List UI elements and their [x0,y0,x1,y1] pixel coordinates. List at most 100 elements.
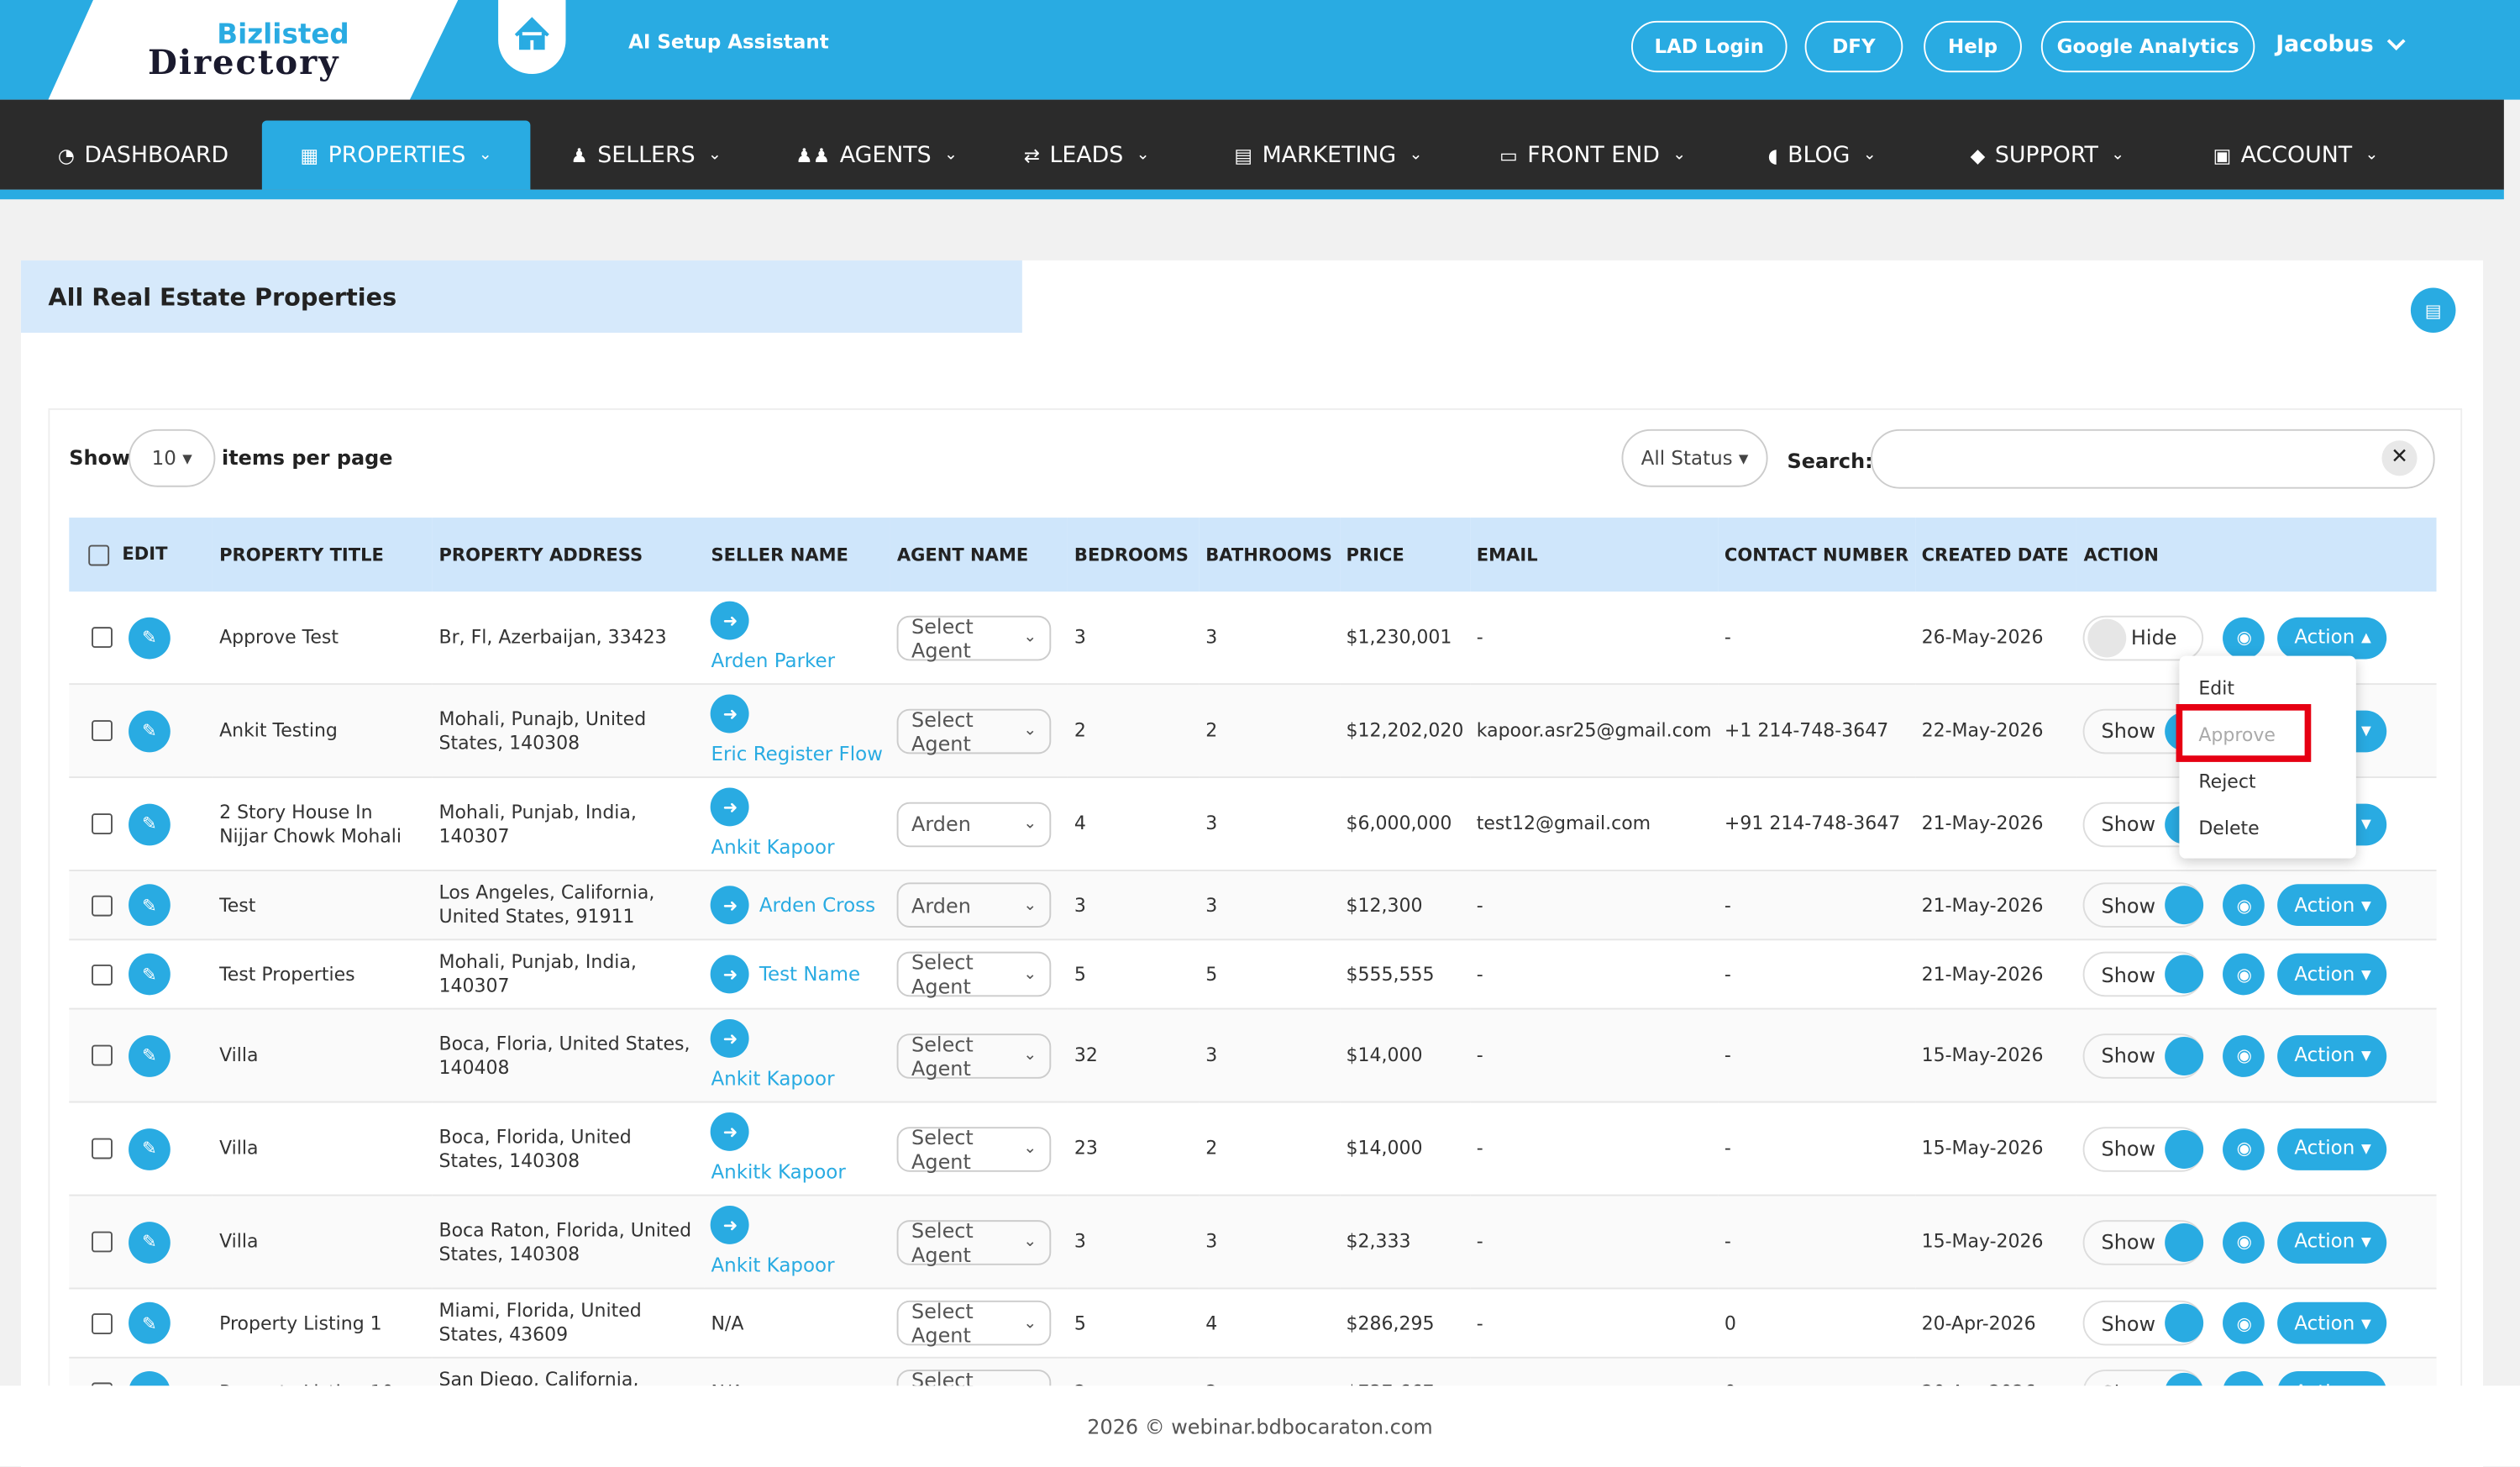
view-button[interactable]: ◉ [2223,1301,2265,1344]
seller-name[interactable]: Arden Cross [759,892,876,916]
property-title: Approve Test [213,592,433,686]
action-button[interactable]: Action ▼ [2278,1221,2388,1263]
agent-select[interactable]: Select Agent ⌄ [896,1124,1052,1173]
agent-select[interactable]: Select Agent ⌄ [896,950,1052,998]
search-input[interactable] [1871,429,2435,489]
edit-button[interactable]: ✎ [129,884,171,927]
seller-name[interactable]: Eric Register Flow [711,742,883,765]
visibility-toggle[interactable]: Show [2083,882,2204,928]
search-clear[interactable]: ✕ [2381,440,2418,476]
ai-assistant[interactable]: AI Setup Assistant [628,30,829,54]
per-page-select[interactable]: 10 ▾ [129,429,216,487]
view-button[interactable]: ◉ [2223,1221,2265,1263]
agent-select[interactable]: Arden ⌄ [896,882,1052,928]
nav-item[interactable]: ▤ MARKETING ⌄ [1234,120,1422,189]
view-button[interactable]: ◉ [2223,884,2265,927]
seller-name[interactable]: Arden Parker [711,649,836,672]
row-checkbox[interactable] [92,1231,113,1253]
edit-button[interactable]: ✎ [129,616,171,659]
row-checkbox[interactable] [92,813,113,834]
seller-login-icon[interactable]: ➜ [711,1019,750,1058]
nav-item[interactable]: ▦ PROPERTIES ⌄ [261,120,531,190]
seller-login-icon[interactable]: ➜ [711,787,750,827]
edit-button[interactable]: ✎ [129,1034,171,1076]
row-checkbox[interactable] [92,627,113,649]
seller-name[interactable]: Ankit Kapoor [711,835,835,859]
nav-item[interactable]: ◆ SUPPORT ⌄ [1971,120,2125,189]
price: $2,333 [1339,1195,1471,1290]
nav-item[interactable]: ▭ FRONT END ⌄ [1499,120,1686,189]
row-checkbox[interactable] [92,894,113,916]
select-all-checkbox[interactable] [88,544,110,565]
agent-select[interactable]: Select Agent ⌄ [896,707,1052,755]
row-checkbox[interactable] [92,1312,113,1334]
visibility-toggle[interactable]: Hide [2083,614,2204,660]
action-label: Action [2294,1043,2355,1066]
visibility-toggle[interactable]: Show [2083,1300,2204,1346]
agent-select[interactable]: Arden ⌄ [896,801,1052,847]
visibility-toggle[interactable]: Show [2083,1219,2204,1265]
agent-select[interactable]: Select Agent ⌄ [896,1217,1052,1266]
seller-login-icon[interactable]: ➜ [711,694,750,734]
dropdown-item[interactable]: Approve [2198,723,2276,746]
header-button[interactable]: Google Analytics [2040,20,2255,73]
dropdown-item[interactable]: Delete [2198,816,2260,839]
seller-login-icon[interactable]: ➜ [711,1205,750,1244]
agent-select[interactable]: Select Agent ⌄ [896,613,1052,661]
view-button[interactable]: ◉ [2223,953,2265,996]
seller-name[interactable]: Ankit Kapoor [711,1254,835,1277]
header-button[interactable]: Help [1924,20,2022,73]
bathrooms: 2 [1199,684,1340,779]
visibility-toggle[interactable]: Show [2083,951,2204,997]
view-button[interactable]: ◉ [2223,616,2265,659]
action-button[interactable]: Action ▼ [2278,1034,2388,1076]
seller-login-icon[interactable]: ➜ [711,886,750,925]
nav-item[interactable]: ▣ ACCOUNT ⌄ [2213,120,2379,189]
action-button[interactable]: Action ▼ [2278,1301,2388,1344]
export-button[interactable]: ▤ [2410,287,2456,334]
seller-login-icon[interactable]: ➜ [711,954,750,994]
status-select[interactable]: All Status ▾ [1621,429,1768,487]
row-checkbox[interactable] [92,964,113,985]
seller-login-icon[interactable]: ➜ [711,1112,750,1151]
agent-select[interactable]: Select Agent ⌄ [896,1299,1052,1347]
visibility-toggle[interactable]: Show [2083,1033,2204,1078]
edit-button[interactable]: ✎ [129,953,171,996]
seller-name[interactable]: Ankit Kapoor [711,1067,835,1091]
action-button[interactable]: Action ▼ [2278,884,2388,927]
user-name[interactable]: Jacobus [2276,32,2374,58]
home-button[interactable] [498,0,566,75]
properties-table: EDIT PROPERTY TITLE PROPERTY ADDRESS SELLER… [69,518,2437,1428]
nav-item[interactable]: ◖ BLOG ⌄ [1768,120,1877,189]
edit-button[interactable]: ✎ [129,709,171,752]
action-button[interactable]: Action ▲ [2278,616,2388,659]
header-button[interactable]: LAD Login [1630,20,1788,73]
created: 15-May-2026 [1914,1102,2077,1196]
seller-name[interactable]: Test Name [759,962,861,985]
row-checkbox[interactable] [92,1138,113,1159]
agent-cell: Select Agent ⌄ [890,1102,1068,1196]
edit-button[interactable]: ✎ [129,1221,171,1263]
view-button[interactable]: ◉ [2223,1034,2265,1076]
logo[interactable]: Bizlisted Directory [48,0,458,100]
edit-button[interactable]: ✎ [129,1128,171,1170]
view-button[interactable]: ◉ [2223,1128,2265,1170]
nav-item[interactable]: ♟♟ AGENTS ⌄ [795,120,958,189]
dropdown-item[interactable]: Reject [2198,770,2256,793]
seller-login-icon[interactable]: ➜ [711,601,750,640]
action-button[interactable]: Action ▼ [2278,953,2388,996]
dropdown-item[interactable]: Edit [2198,676,2234,700]
nav-item[interactable]: ♟ SELLERS ⌄ [570,120,722,189]
visibility-toggle[interactable]: Show [2083,1126,2204,1171]
edit-button[interactable]: ✎ [129,802,171,845]
header-button[interactable]: DFY [1804,20,1903,73]
nav-item[interactable]: ⇄ LEADS ⌄ [1024,120,1150,189]
action-button[interactable]: Action ▼ [2278,1128,2388,1170]
row-checkbox[interactable] [92,720,113,742]
nav-item[interactable]: ◔ DASHBOARD [58,120,228,189]
edit-button[interactable]: ✎ [129,1301,171,1344]
seller-name[interactable]: Ankitk Kapoor [711,1160,846,1184]
agent-select[interactable]: Select Agent ⌄ [896,1031,1052,1080]
row-checkbox[interactable] [92,1044,113,1066]
